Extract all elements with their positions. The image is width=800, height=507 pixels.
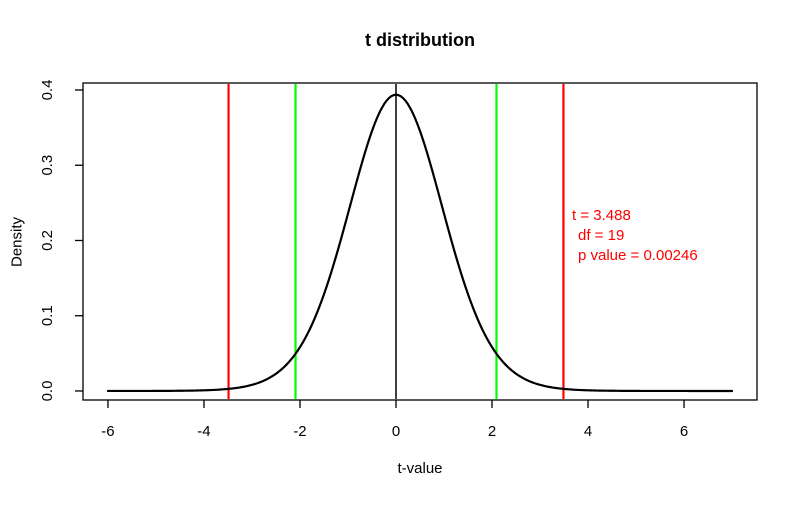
- x-tick-label: 2: [488, 423, 496, 440]
- y-tick-label: 0.4: [39, 80, 56, 101]
- x-tick-label: 6: [680, 423, 688, 440]
- x-tick-label: -2: [293, 423, 306, 440]
- y-tick-label: 0.0: [39, 381, 56, 402]
- x-tick-label: -4: [197, 423, 210, 440]
- x-axis-label: t-value: [397, 460, 443, 477]
- annotation-df: df = 19: [578, 227, 625, 244]
- density-curve: [106, 93, 734, 393]
- annotation-p-value: p value = 0.00246: [578, 247, 698, 264]
- x-tick-label: 0: [392, 423, 400, 440]
- plot-box: [82, 82, 758, 401]
- stats-annotation: t = 3.488 df = 19 p value = 0.00246: [572, 206, 698, 266]
- x-tick-label: -6: [101, 423, 114, 440]
- y-axis-label: Density: [8, 216, 26, 268]
- chart-title: t distribution: [365, 30, 475, 50]
- x-tick-label: 4: [584, 423, 592, 440]
- y-tick-label: 0.3: [39, 155, 56, 176]
- annotation-t-value: t = 3.488: [572, 207, 631, 224]
- y-tick-label: 0.1: [39, 305, 56, 326]
- y-tick-label: 0.2: [39, 230, 56, 251]
